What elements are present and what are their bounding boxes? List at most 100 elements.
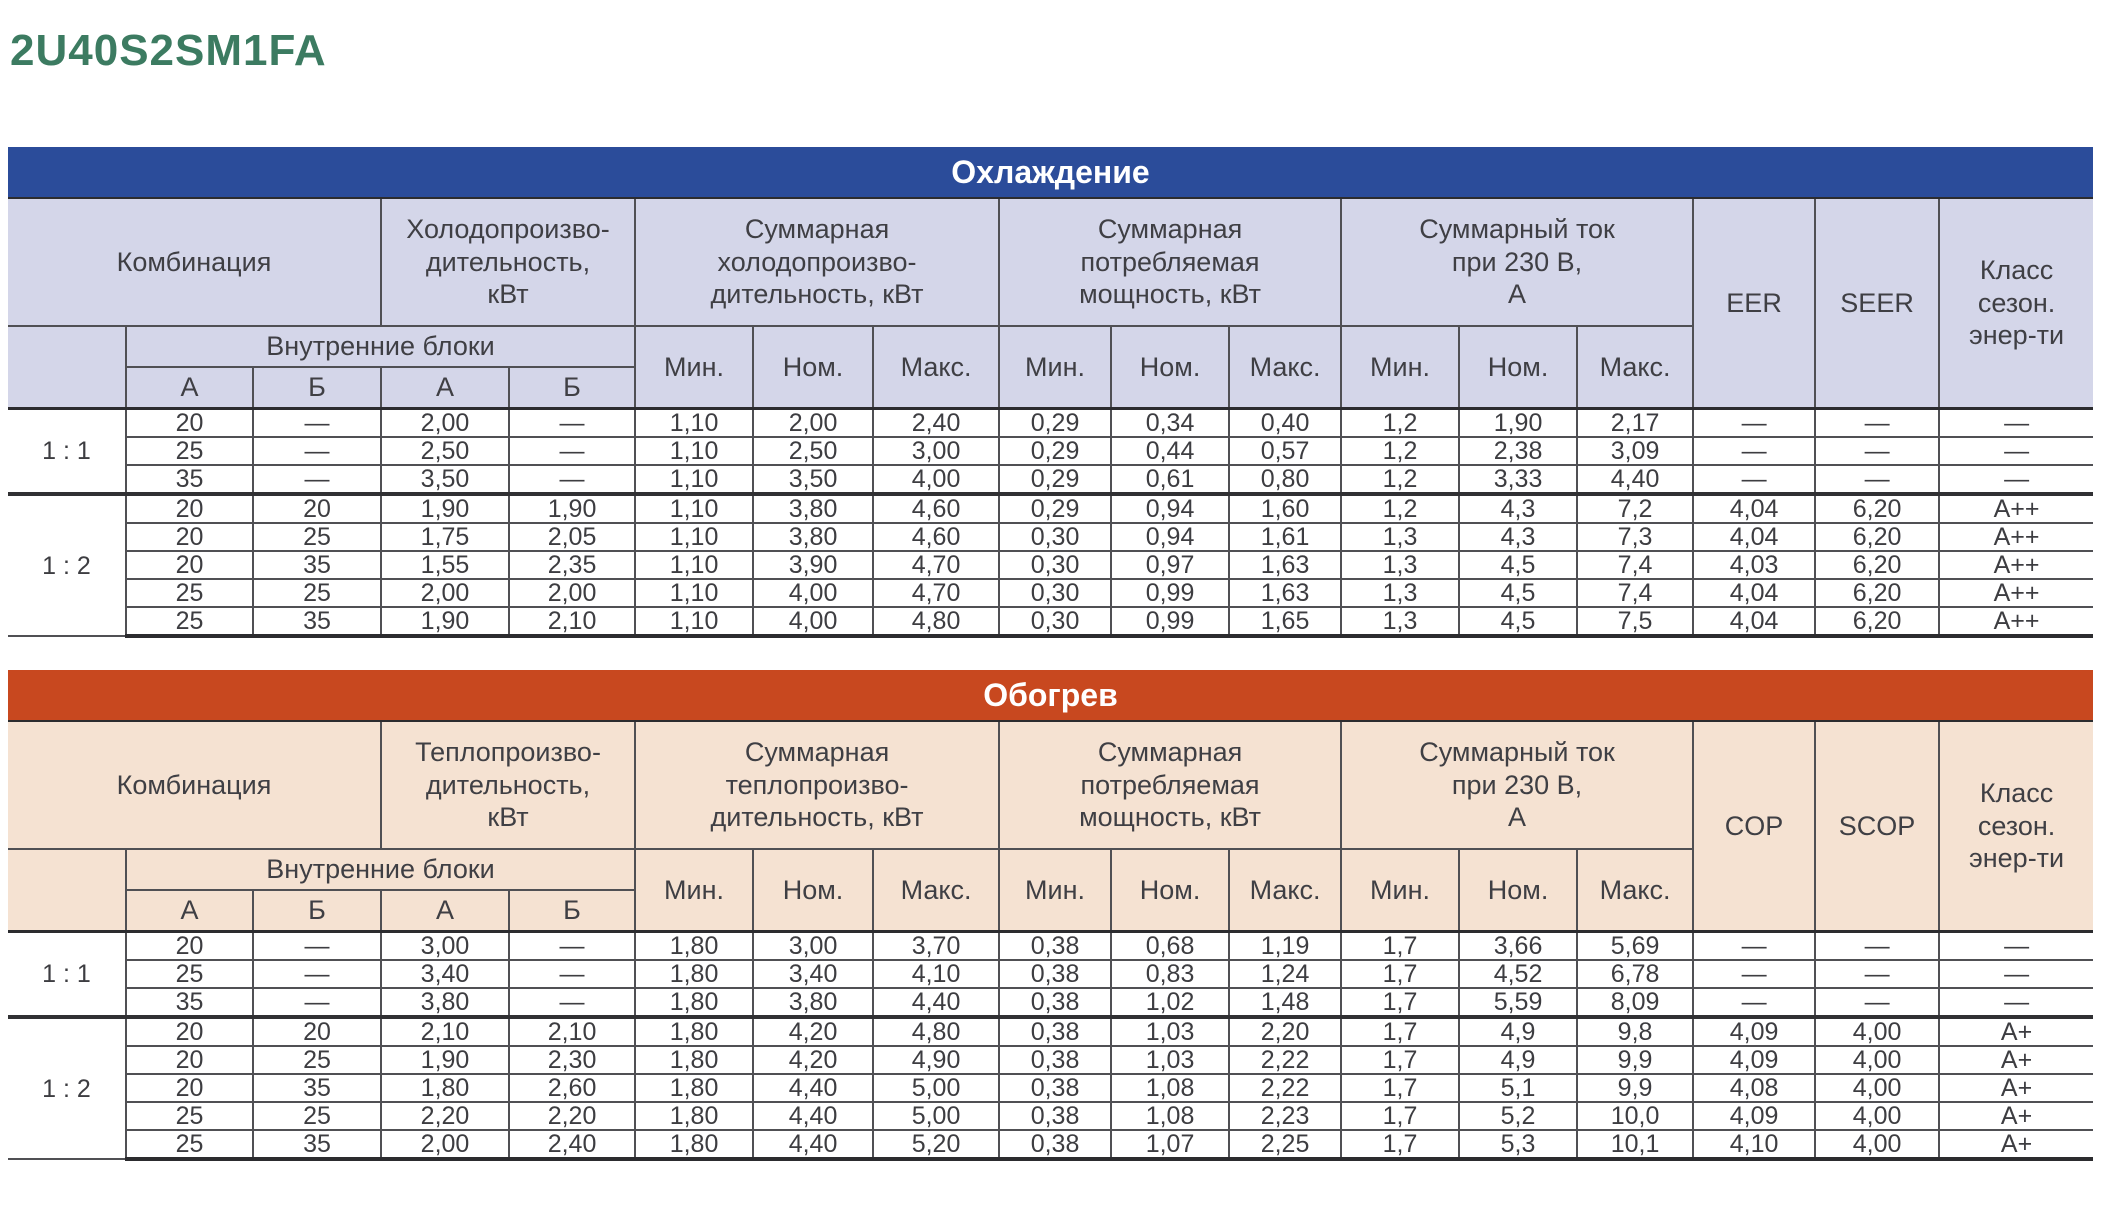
header-nom: Ном. xyxy=(752,848,875,933)
cell: 4,80 xyxy=(872,1015,1001,1047)
header-max: Макс. xyxy=(872,848,1001,933)
cell: 4,04 xyxy=(1692,578,1817,608)
header-capacity: Холодопроизво- дительность, кВт xyxy=(380,198,637,327)
cell: 6,20 xyxy=(1814,492,1941,524)
cell: 0,38 xyxy=(998,1129,1113,1161)
table-row: 35—3,80—1,80 3,80 4,40 0,38 1,02 1,48 1,7 5,59 8… xyxy=(8,987,2095,1018)
cell: 20 xyxy=(125,1015,254,1047)
cell: — xyxy=(1692,930,1817,961)
cell: 0,94 xyxy=(1110,522,1231,552)
header-row: Внутренние блоки Мин. Ном. Макс. Мин. Но… xyxy=(7,325,2093,410)
cell: — xyxy=(1938,959,2095,989)
table-row: 25—2,50—1,10 2,50 3,00 0,29 0,44 0,57 1,2 2,38 3… xyxy=(8,436,2095,466)
cell: — xyxy=(1938,407,2095,438)
cell: 1,7 xyxy=(1340,1073,1461,1103)
cell: 20 xyxy=(125,407,254,438)
cell: 4,00 xyxy=(1814,1101,1941,1131)
header-min: Мин. xyxy=(998,848,1113,933)
cell: 2,50 xyxy=(380,436,511,466)
header-unit-b: Б xyxy=(251,366,383,410)
header-capacity: Теплопроизво- дительность, кВт xyxy=(380,721,637,850)
cell: 9,9 xyxy=(1576,1073,1695,1103)
cell: 2,00 xyxy=(380,578,511,608)
cell: 1,80 xyxy=(380,1073,511,1103)
heating-section-header: Обогрев xyxy=(8,670,2093,722)
header-total-current: Суммарный ток при 230 В, А xyxy=(1340,198,1695,327)
cell: 2,20 xyxy=(380,1101,511,1131)
header-max: Макс. xyxy=(872,325,1001,410)
cell: 1,02 xyxy=(1110,987,1231,1018)
cell: 2,10 xyxy=(508,1015,637,1047)
ratio-cell: 1 : 1 xyxy=(7,407,127,495)
cell: 1,10 xyxy=(634,436,755,466)
cell: 4,09 xyxy=(1692,1015,1817,1047)
table-row: 35—3,50—1,10 3,50 4,00 0,29 0,61 0,80 1,2 3,33 4… xyxy=(8,464,2095,495)
cell: 4,70 xyxy=(872,550,1001,580)
page-title: 2U40S2SM1FA xyxy=(10,26,327,75)
cell: 2,10 xyxy=(508,606,637,638)
cell: 35 xyxy=(125,464,254,495)
cell: 0,38 xyxy=(998,1045,1113,1075)
cell: A++ xyxy=(1938,578,2095,608)
cell: 1,03 xyxy=(1110,1045,1231,1075)
cell: 0,30 xyxy=(998,550,1113,580)
cell: 1,10 xyxy=(634,407,755,438)
cell: — xyxy=(1692,987,1817,1018)
header-row: А Б А Б xyxy=(8,366,2093,410)
cell: — xyxy=(508,930,637,961)
cell: 0,30 xyxy=(998,522,1113,552)
ratio-cell: 1 : 1 xyxy=(7,930,127,1018)
cell: — xyxy=(1814,436,1941,466)
cell: 1,7 xyxy=(1340,930,1461,961)
header-total-power: Суммарная потребляемая мощность, кВт xyxy=(998,721,1343,850)
cell: — xyxy=(508,436,637,466)
cell: 0,29 xyxy=(998,492,1113,524)
cell: 7,3 xyxy=(1576,522,1695,552)
cell: 1,7 xyxy=(1340,1045,1461,1075)
cell: — xyxy=(251,407,383,438)
cell: 1,10 xyxy=(634,464,755,495)
table-row: 25—3,40—1,80 3,40 4,10 0,38 0,83 1,24 1,7 4,52 6… xyxy=(8,959,2095,989)
cell: 4,9 xyxy=(1458,1045,1579,1075)
cell: 3,00 xyxy=(752,930,875,961)
cell: 20 xyxy=(125,492,254,524)
cell: — xyxy=(251,987,383,1018)
cell: 4,00 xyxy=(872,464,1001,495)
cell: 3,70 xyxy=(872,930,1001,961)
heating-section: Обогрев Комбинация Теплопроизво- дительн… xyxy=(6,670,2095,1161)
cell: 2,40 xyxy=(872,407,1001,438)
cell: 4,04 xyxy=(1692,522,1817,552)
cell: 1,75 xyxy=(380,522,511,552)
cell: 4,10 xyxy=(872,959,1001,989)
cell: 3,50 xyxy=(380,464,511,495)
header-max: Макс. xyxy=(1576,325,1695,410)
cell: 6,20 xyxy=(1814,550,1941,580)
header-nom: Ном. xyxy=(1458,848,1579,933)
cell: 2,38 xyxy=(1458,436,1579,466)
cell: 3,50 xyxy=(752,464,875,495)
cell: 1,90 xyxy=(508,492,637,524)
header-unit-a: А xyxy=(380,889,511,933)
header-cop: COP xyxy=(1692,721,1817,933)
cell: 0,38 xyxy=(998,987,1113,1018)
header-min: Мин. xyxy=(634,325,755,410)
cell: — xyxy=(508,959,637,989)
cell: 1,07 xyxy=(1110,1129,1231,1161)
cell: 3,40 xyxy=(380,959,511,989)
cell: 20 xyxy=(125,1073,254,1103)
cell: 1,90 xyxy=(380,606,511,638)
cell: 3,66 xyxy=(1458,930,1579,961)
header-max: Макс. xyxy=(1576,848,1695,933)
cell: 10,0 xyxy=(1576,1101,1695,1131)
cell: 1,7 xyxy=(1340,1129,1461,1161)
header-unit-a: А xyxy=(380,366,511,410)
cell: 1,55 xyxy=(380,550,511,580)
cell: 2,60 xyxy=(508,1073,637,1103)
header-combination: Комбинация xyxy=(6,198,383,327)
cell: 2,50 xyxy=(752,436,875,466)
cell: 1,10 xyxy=(634,492,755,524)
cell: 20 xyxy=(125,522,254,552)
header-total-current: Суммарный ток при 230 В, А xyxy=(1340,721,1695,850)
cell: 4,20 xyxy=(752,1015,875,1047)
cell: 35 xyxy=(125,987,254,1018)
